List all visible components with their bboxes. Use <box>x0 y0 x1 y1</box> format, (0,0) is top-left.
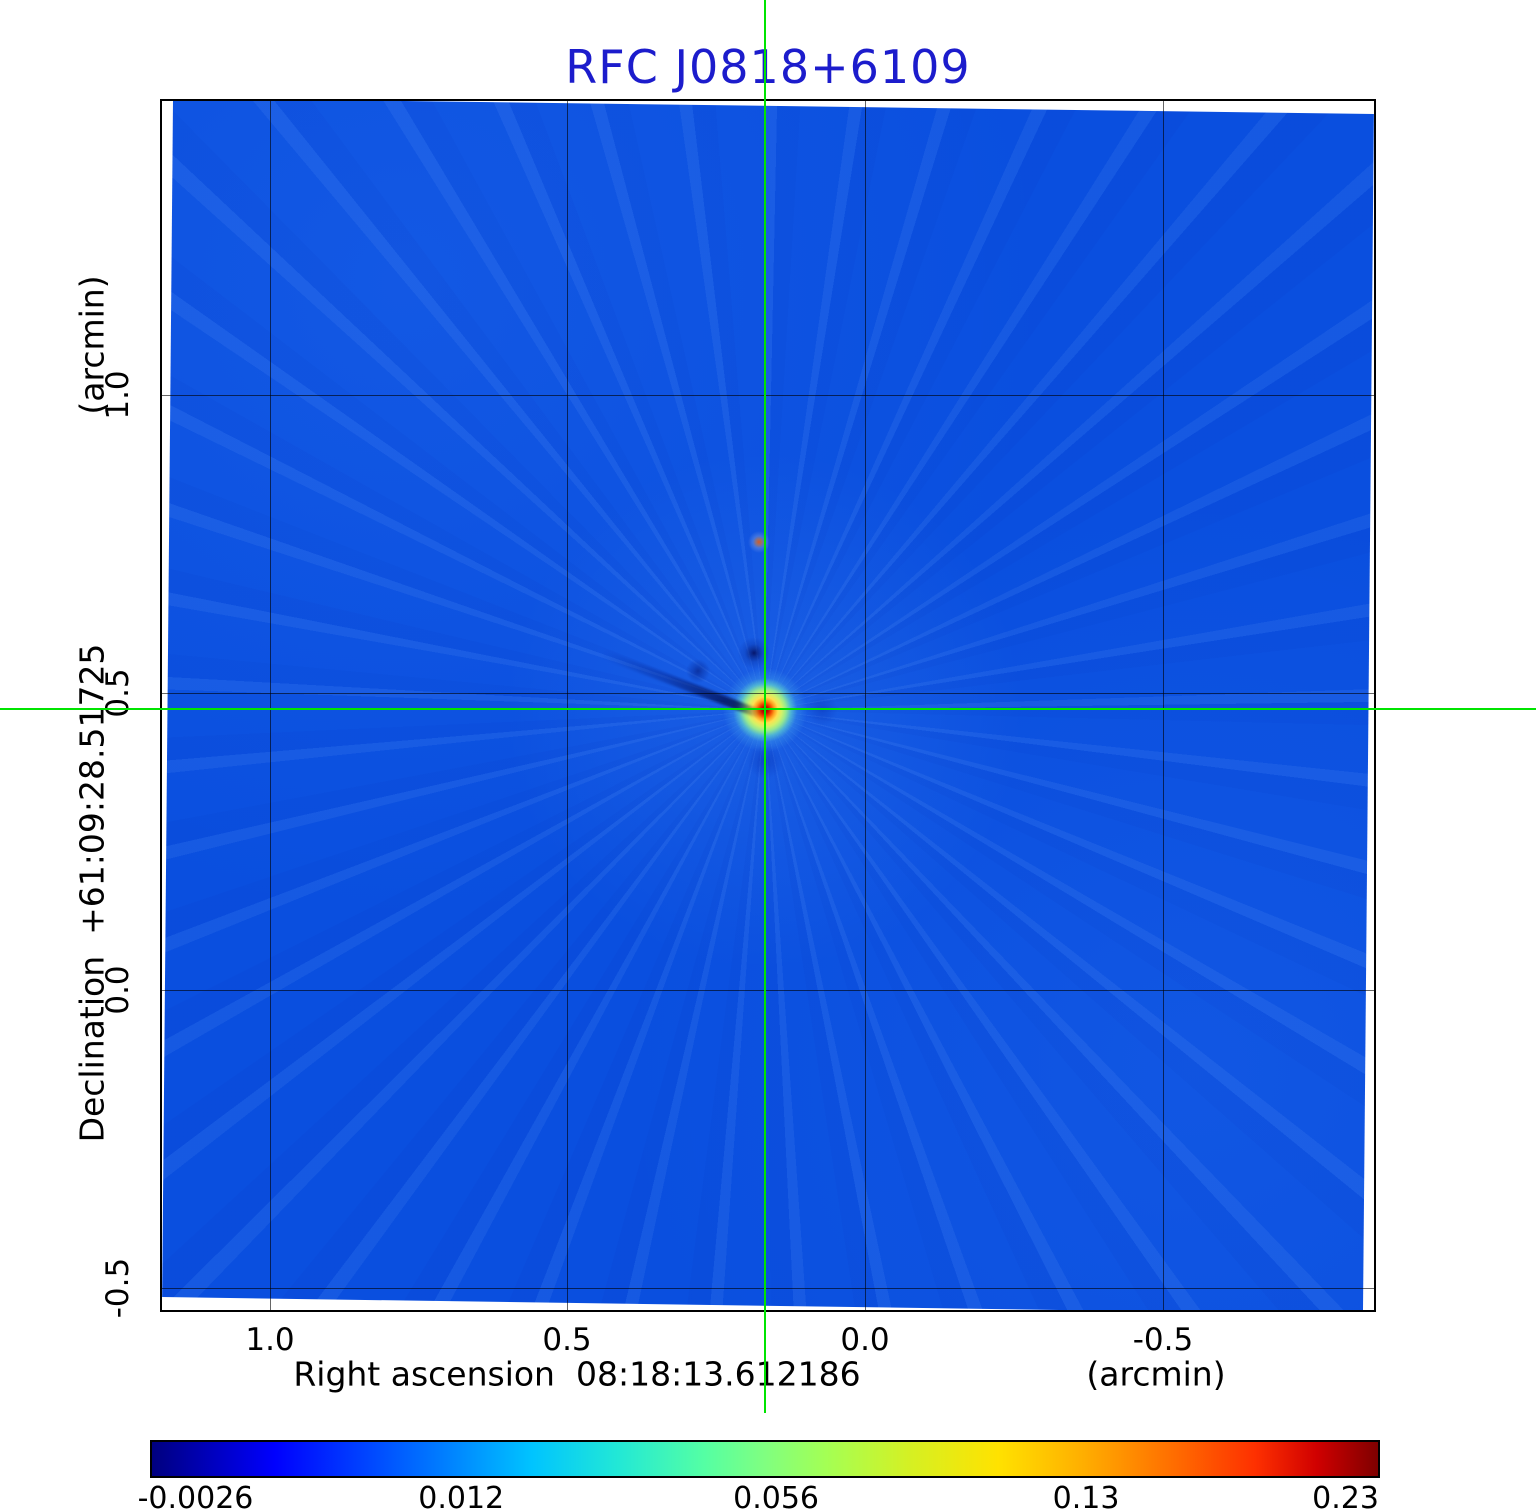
colorbar-tick-label: -0.0026 <box>137 1481 254 1511</box>
y-tick-label: -0.5 <box>100 1257 136 1319</box>
y-axis-unit: (arcmin) <box>72 275 112 415</box>
colorbar-tick-label: 0.056 <box>733 1481 820 1511</box>
colorbar-gradient <box>150 1440 1380 1478</box>
colorbar-tick-label: 0.23 <box>1312 1481 1379 1511</box>
grid-line-horizontal-1.0 <box>162 395 1374 396</box>
x-tick-label: 1.0 <box>245 1322 295 1358</box>
x-axis-coordinate-value: 08:18:13.612186 <box>575 1354 861 1394</box>
image-plot <box>160 99 1376 1312</box>
x-axis-label: Right ascension 08:18:13.612186 <box>293 1355 860 1394</box>
grid-line-vertical--0.5 <box>1163 101 1164 1310</box>
x-axis-label-text: Right ascension <box>293 1354 555 1394</box>
x-axis-unit: (arcmin) <box>1086 1354 1226 1394</box>
grid-line-vertical-0.5 <box>567 101 568 1310</box>
x-tick-label: 0.0 <box>840 1322 890 1358</box>
crosshair-vertical-line <box>764 0 766 1413</box>
y-axis-label-text: Declination <box>72 955 112 1143</box>
x-tick-label: 0.5 <box>542 1322 592 1358</box>
image-edge-wedge-right <box>1363 101 1374 1310</box>
grid-line-horizontal-0.0 <box>162 990 1374 991</box>
image-edge-wedge-left <box>162 101 173 1310</box>
grid-line-vertical-1.0 <box>270 101 271 1310</box>
grid-line-horizontal--0.5 <box>162 1288 1374 1289</box>
radio-intensity-field <box>162 101 1374 1310</box>
x-tick-label: -0.5 <box>1132 1322 1194 1358</box>
grid-line-horizontal-0.5 <box>162 693 1374 694</box>
crosshair-horizontal-line <box>0 708 1536 710</box>
colorbar-tick-label: 0.012 <box>418 1481 505 1511</box>
grid-line-vertical-0.0 <box>865 101 866 1310</box>
figure-title: RFC J0818+6109 <box>565 40 971 94</box>
colorbar-tick-label: 0.13 <box>1052 1481 1120 1511</box>
colorbar-labels: -0.0026 0.012 0.056 0.13 0.23 <box>138 1481 1380 1511</box>
y-axis-label: Declination +61:09:28.51725 <box>73 644 112 1143</box>
y-axis-coordinate-value: +61:09:28.51725 <box>72 643 112 935</box>
